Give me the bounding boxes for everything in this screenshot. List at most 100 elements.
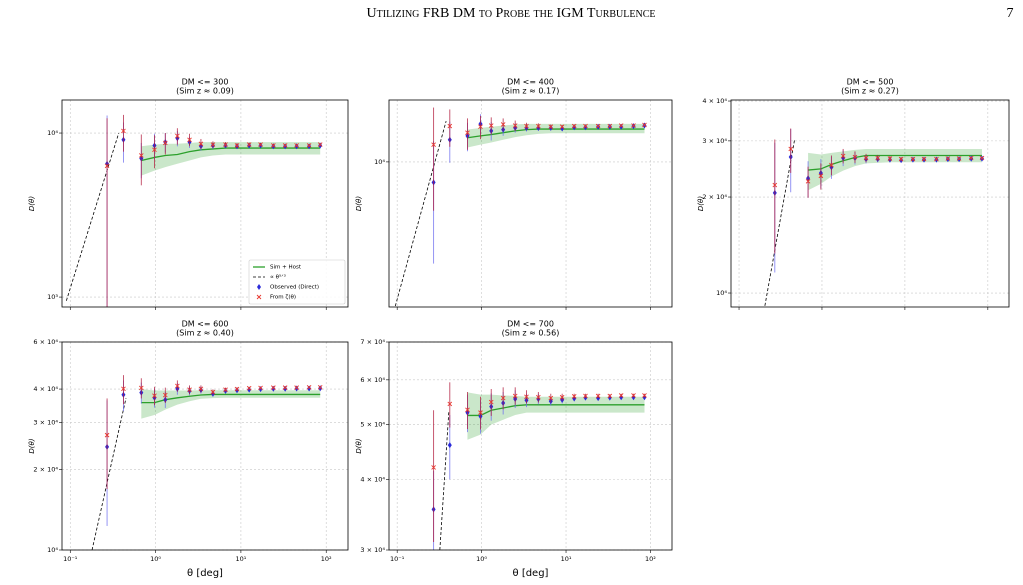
x-axis-label: θ [deg] [187,568,223,579]
marker-x [772,182,778,188]
panel-title: DM <= 300 [182,78,229,87]
marker-x [559,124,565,130]
axes-frame [388,341,673,551]
marker-x [840,153,846,159]
y-tick-label: 5 × 10⁴ [360,421,385,429]
marker-x [631,393,636,398]
axes-frame [388,99,673,308]
marker-x [956,156,962,161]
power-law-line [91,398,127,550]
y-tick-label: 10³ [47,293,58,301]
marker-x [524,394,529,400]
marker-x [431,465,436,470]
x-tick-label: 10⁰ [150,555,161,563]
plot-data [65,114,323,307]
y-axis-label: D(θ) [355,438,363,453]
y-tick-label: 2 × 10⁴ [33,466,58,474]
y-tick-label: 3 × 10⁴ [33,418,58,426]
x-tick-label: 10⁰ [476,555,487,563]
marker-x [500,122,506,127]
marker-x [223,142,228,147]
marker-x [121,386,126,392]
y-tick-label: 4 × 10⁴ [33,385,58,393]
marker-x [536,394,541,400]
marker-x [210,389,216,395]
x-tick-label: 10¹ [561,555,572,563]
marker-x [979,155,985,161]
marker-x [431,142,436,147]
marker-x [512,393,518,399]
marker-x [934,156,939,162]
x-axis-label: θ [deg] [513,568,549,579]
panel-subtitle: (Sim z ≈ 0.56) [502,329,560,338]
marker-x [465,407,470,413]
marker-x [294,385,299,390]
marker-x [548,395,554,401]
marker-x [282,143,288,148]
marker-x [478,410,483,415]
panel: 10⁻¹ 10⁰ 10¹ 10² 10⁴ 2 × 10⁴ 3 × 10⁴ 4 × 10⁴ 6 ×… [28,320,349,579]
marker-x [138,385,144,391]
marker-x [829,162,834,168]
marker-x [875,155,881,161]
legend-label: Sim + Host [270,265,302,271]
plot-data [764,128,985,307]
marker-x [631,123,636,128]
marker-x [910,156,916,162]
y-tick-label: 10⁴ [374,158,385,166]
marker-x [607,123,613,129]
y-tick-label: 4 × 10⁴ [360,475,385,483]
legend-label: From ζ(θ) [270,295,296,301]
marker-diamond [271,385,276,392]
marker-x [138,153,144,158]
marker-x [818,173,824,179]
x-tick-label: 10⁻¹ [63,555,78,563]
legend: Sim + Host ∝ θ⁵ᐟ³ Observed (Direct) From ζ(… [248,259,346,305]
marker-x [306,385,312,390]
panel: 10⁻¹ 10⁰ 10¹ 10² 3 × 10⁴ 4 × 10⁴ 5 × 10⁴ 6 × 10… [355,320,673,579]
panel-title: DM <= 400 [507,78,554,87]
marker-x [198,141,204,147]
power-law-line [764,138,796,307]
marker-x [152,147,157,153]
panel-subtitle: (Sim z ≈ 0.27) [841,87,899,96]
axes-frame [61,341,349,551]
marker-x [788,146,794,152]
marker-x [548,124,554,130]
plot-data [394,107,647,307]
marker-x [210,142,216,147]
power-law-line [394,120,447,307]
sim-line [141,147,321,162]
sim-line [467,128,645,139]
band [467,392,645,440]
marker-x [488,399,494,405]
marker-x [571,123,577,129]
y-tick-label: 7 × 10⁴ [360,338,385,346]
y-axis-label: D(θ) [355,196,363,211]
y-axis-label: D(θ) [28,438,36,453]
marker-x [104,432,110,438]
band [141,389,321,419]
marker-x [187,387,192,392]
marker-x [317,142,323,147]
marker-x [104,163,110,169]
marker-x [271,385,276,390]
marker-x [805,179,811,184]
marker-x [175,133,180,139]
plot-data [91,375,323,550]
marker-x [121,128,126,134]
panel-title: DM <= 600 [182,320,229,329]
marker-x [258,142,263,147]
marker-x [618,393,624,398]
marker-x [465,130,470,136]
axes-frame [730,99,1010,308]
sim-line [141,393,321,404]
x-tick-label: 10² [321,555,332,563]
power-law-line [439,410,450,550]
marker-x [152,393,157,398]
marker-x [559,394,565,400]
marker-x [968,155,974,161]
page-number: 7 [1007,6,1014,21]
legend-label: ∝ θ⁵ᐟ³ [270,274,286,281]
